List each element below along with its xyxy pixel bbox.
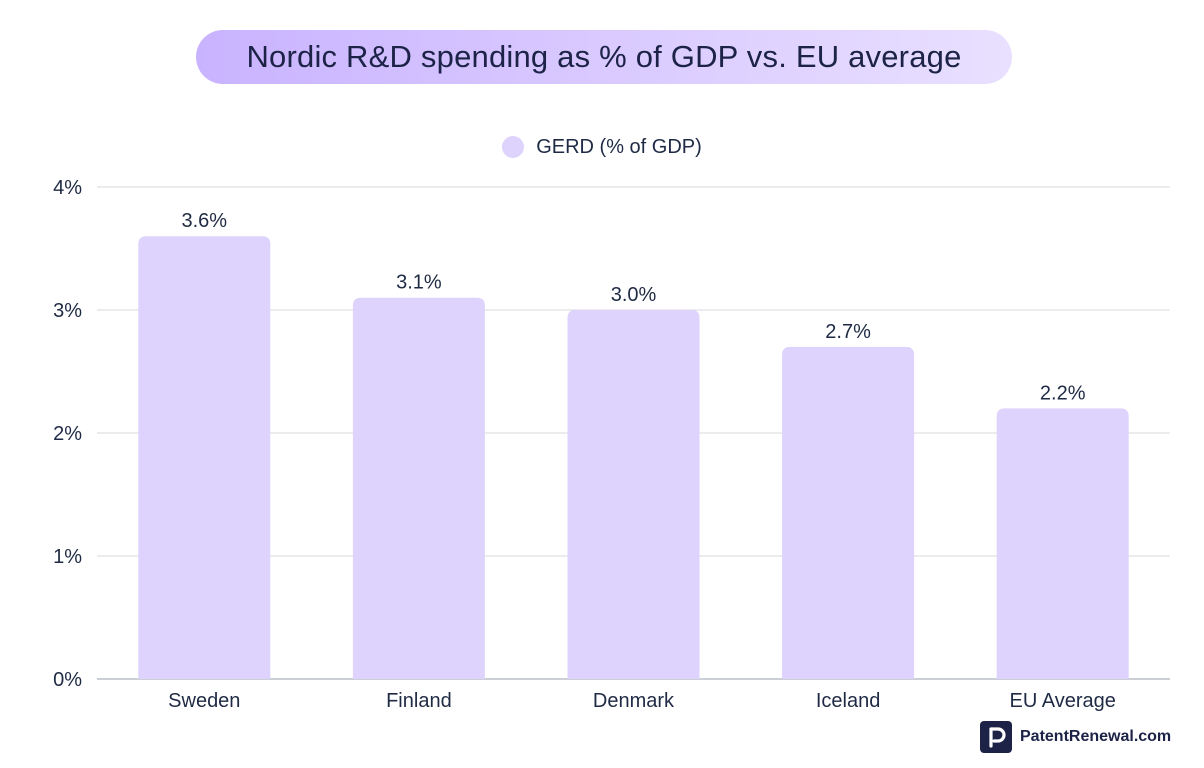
- y-tick-label: 1%: [53, 546, 82, 568]
- data-label: 3.1%: [396, 272, 442, 294]
- bar: [782, 346, 915, 679]
- brand-logo-text: PatentRenewal.com: [1020, 728, 1172, 745]
- chart-title: Nordic R&D spending as % of GDP vs. EU a…: [246, 39, 962, 74]
- bar: [138, 236, 271, 679]
- legend: GERD (% of GDP): [0, 133, 1204, 161]
- x-tick-label: Denmark: [593, 690, 675, 712]
- data-label: 3.6%: [182, 210, 228, 232]
- y-tick-label: 4%: [53, 177, 82, 199]
- y-tick-label: 0%: [53, 669, 82, 691]
- x-tick-label: Iceland: [816, 690, 881, 712]
- x-tick-label: Sweden: [168, 690, 240, 712]
- legend-label: GERD (% of GDP): [536, 135, 702, 158]
- bar: [567, 310, 700, 679]
- bar: [996, 408, 1129, 679]
- brand-logo: PatentRenewal.com: [980, 720, 1171, 754]
- data-label: 3.0%: [611, 284, 657, 306]
- bar: [352, 297, 485, 679]
- x-tick-label: Finland: [386, 690, 452, 712]
- y-tick-label: 3%: [53, 300, 82, 322]
- legend-swatch: [502, 136, 525, 158]
- x-tick-label: EU Average: [1010, 690, 1116, 712]
- y-tick-label: 2%: [53, 423, 82, 445]
- patentrenewal-p-icon: [980, 721, 1012, 753]
- chart-title-pill: Nordic R&D spending as % of GDP vs. EU a…: [196, 30, 1012, 84]
- data-label: 2.7%: [825, 321, 871, 343]
- data-label: 2.2%: [1040, 382, 1086, 404]
